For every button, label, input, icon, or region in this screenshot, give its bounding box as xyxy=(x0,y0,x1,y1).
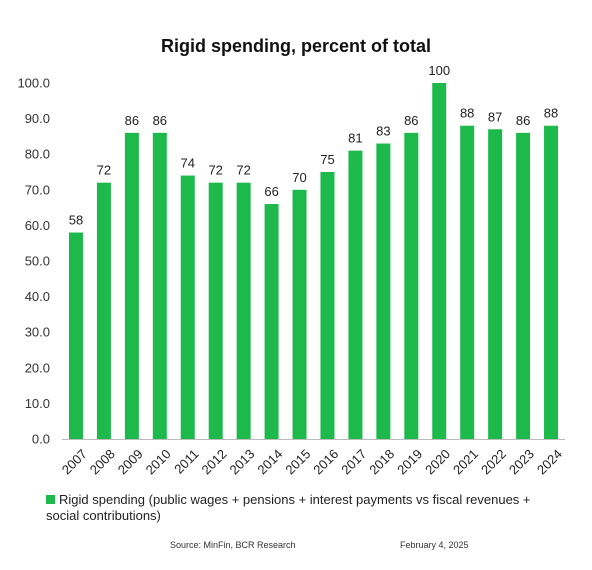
x-tick-label-2021: 2021 xyxy=(450,446,481,477)
bar-2019 xyxy=(404,132,419,439)
bar-2014 xyxy=(264,204,279,439)
y-tick-label: 20.0 xyxy=(25,360,50,375)
x-tick-label-2020: 2020 xyxy=(422,446,453,477)
bar-2020 xyxy=(432,83,447,439)
legend-label: Rigid spending (public wages + pensions … xyxy=(46,492,531,523)
bar-2013 xyxy=(236,182,251,439)
bar-2022 xyxy=(488,129,503,439)
x-tick-label-2008: 2008 xyxy=(87,446,118,477)
x-axis-ticks: 2007200820092010201120122013201420152016… xyxy=(59,446,565,477)
x-tick-label-2013: 2013 xyxy=(226,446,257,477)
data-label-2024: 88 xyxy=(544,106,558,121)
bar-2016 xyxy=(320,172,335,439)
y-tick-label: 80.0 xyxy=(25,147,50,162)
x-tick-label-2009: 2009 xyxy=(115,446,146,477)
data-label-2015: 70 xyxy=(292,170,306,185)
x-tick-label-2022: 2022 xyxy=(478,446,509,477)
y-tick-label: 70.0 xyxy=(25,182,50,197)
data-label-2012: 72 xyxy=(208,163,222,178)
bars xyxy=(68,83,559,439)
x-tick-label-2019: 2019 xyxy=(394,446,425,477)
bar-2024 xyxy=(544,125,559,439)
y-tick-label: 30.0 xyxy=(25,325,50,340)
x-tick-label-2011: 2011 xyxy=(171,446,201,476)
bar-2007 xyxy=(68,232,83,439)
data-label-2007: 58 xyxy=(69,213,83,228)
bar-chart: 0.0 10.0 20.0 30.0 40.0 50.0 60.0 70.0 80.0 90.0 1… xyxy=(17,63,565,477)
y-tick-label: 100.0 xyxy=(17,76,50,91)
data-label-2020: 100 xyxy=(428,63,450,78)
bar-2018 xyxy=(376,143,391,439)
data-label-2014: 66 xyxy=(264,184,278,199)
bar-2017 xyxy=(348,150,363,439)
x-tick-label-2015: 2015 xyxy=(282,446,313,477)
x-tick-label-2024: 2024 xyxy=(534,446,565,477)
legend: Rigid spending (public wages + pensions … xyxy=(46,492,566,524)
x-tick-label-2012: 2012 xyxy=(199,446,230,477)
bar-2012 xyxy=(208,182,223,439)
data-label-2008: 72 xyxy=(97,163,111,178)
x-tick-label-2017: 2017 xyxy=(338,446,369,477)
bar-2015 xyxy=(292,189,307,439)
x-tick-label-2016: 2016 xyxy=(310,446,341,477)
data-label-2013: 72 xyxy=(236,163,250,178)
data-label-2018: 83 xyxy=(376,124,390,139)
date-note: February 4, 2025 xyxy=(400,540,469,550)
data-label-2022: 87 xyxy=(488,109,502,124)
data-label-2019: 86 xyxy=(404,113,418,128)
x-tick-label-2023: 2023 xyxy=(506,446,537,477)
x-tick-label-2007: 2007 xyxy=(59,446,90,477)
data-label-2017: 81 xyxy=(348,131,362,146)
bar-2021 xyxy=(460,125,475,439)
data-label-2010: 86 xyxy=(153,113,167,128)
bar-2008 xyxy=(96,182,111,439)
x-tick-label-2018: 2018 xyxy=(366,446,397,477)
bar-2023 xyxy=(516,132,531,439)
legend-swatch xyxy=(46,495,55,504)
y-tick-label: 10.0 xyxy=(25,396,50,411)
data-labels: 58 72 86 86 74 72 72 66 70 75 81 83 86 100 88 87 86 88 xyxy=(69,63,559,228)
y-tick-label: 90.0 xyxy=(25,111,50,126)
source-note: Source: MinFin, BCR Research xyxy=(170,540,296,550)
bar-2010 xyxy=(152,132,167,439)
y-axis-ticks: 0.0 10.0 20.0 30.0 40.0 50.0 60.0 70.0 80.0 90.0 1… xyxy=(17,76,50,447)
y-tick-label: 50.0 xyxy=(25,254,50,269)
y-tick-label: 40.0 xyxy=(25,289,50,304)
bar-2009 xyxy=(124,132,139,439)
chart-title: Rigid spending, percent of total xyxy=(161,36,431,56)
y-tick-label: 0.0 xyxy=(32,432,50,447)
data-label-2023: 86 xyxy=(516,113,530,128)
bar-2011 xyxy=(180,175,195,439)
data-label-2021: 88 xyxy=(460,106,474,121)
y-tick-label: 60.0 xyxy=(25,218,50,233)
data-label-2016: 75 xyxy=(320,152,334,167)
x-tick-label-2014: 2014 xyxy=(254,446,285,477)
x-tick-label-2010: 2010 xyxy=(143,446,174,477)
data-label-2009: 86 xyxy=(125,113,139,128)
data-label-2011: 74 xyxy=(181,156,195,171)
